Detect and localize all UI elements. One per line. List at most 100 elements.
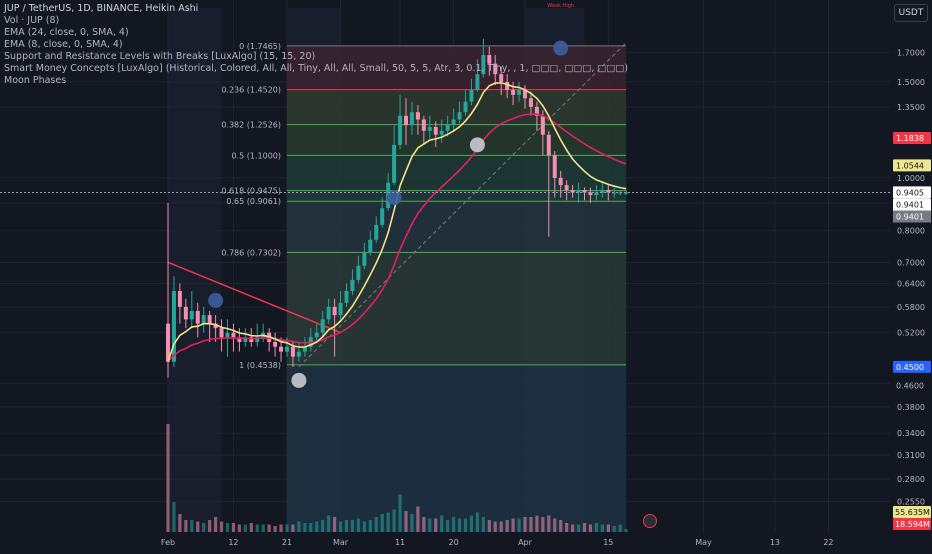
volume-bar — [267, 524, 271, 532]
fib-label: 0.382 (1.2526) — [221, 121, 281, 130]
volume-label: 18.594M — [895, 520, 930, 529]
candle-body — [332, 306, 337, 316]
candle-body — [439, 130, 444, 135]
legend-volume[interactable]: Vol · JUP (8) — [4, 15, 60, 26]
volume-bar — [624, 529, 628, 532]
volume-bar — [600, 524, 604, 532]
candle-body — [368, 239, 373, 253]
volume-bar — [231, 523, 236, 532]
indicator-legend: JUP / TetherUS, 1D, BINANCE, Heikin Ashi… — [4, 3, 628, 87]
volume-bar — [547, 515, 551, 532]
volume-bar — [475, 512, 479, 532]
volume-bar — [541, 517, 545, 532]
full-moon-icon — [469, 137, 485, 153]
candle-body — [564, 185, 569, 191]
candle-body — [528, 98, 533, 107]
candle-body — [433, 126, 438, 135]
x-tick-label: Feb — [161, 538, 175, 547]
price-label: 1.1838 — [896, 134, 924, 143]
legend-sr-levels[interactable]: Support and Resistance Levels with Break… — [4, 51, 316, 62]
price-label: 0.9405 — [896, 188, 924, 197]
volume-bar — [559, 520, 563, 532]
volume-bar — [368, 520, 372, 532]
candle-body — [273, 341, 278, 347]
volume-bar — [511, 518, 515, 532]
fib-zone — [287, 89, 627, 125]
x-tick-label: Apr — [518, 538, 533, 547]
volume-bar — [356, 518, 360, 532]
candle-body — [499, 74, 504, 82]
candle-body — [183, 306, 188, 320]
volume-bar — [588, 524, 593, 532]
volume-bar — [446, 520, 450, 532]
volume-bar — [606, 524, 610, 532]
candle-body — [195, 310, 200, 324]
volume-bar — [255, 524, 259, 532]
candle-body — [588, 192, 593, 196]
volume-bar — [380, 514, 384, 532]
price-axis-bg — [892, 0, 932, 550]
volume-bar — [469, 515, 474, 532]
y-tick-label: 0.8000 — [897, 227, 925, 236]
new-moon-icon — [553, 40, 569, 56]
candle-body — [213, 323, 218, 329]
legend-ema8[interactable]: EMA (8, close, 0, SMA, 4) — [4, 39, 123, 50]
legend-smart-money[interactable]: Smart Money Concepts [LuxAlgo] (Historic… — [4, 63, 629, 74]
candle-body — [177, 291, 182, 307]
y-tick-label: 1.3500 — [897, 103, 925, 112]
x-tick-label: 22 — [823, 538, 833, 547]
candle-body — [207, 315, 212, 324]
volume-bar — [338, 521, 343, 532]
candle-body — [594, 192, 599, 196]
candle-body — [546, 134, 551, 156]
legend-ema24[interactable]: EMA (24, close, 0, SMA, 4) — [4, 27, 129, 38]
y-tick-label: 1.0000 — [897, 174, 925, 183]
x-tick-label: 11 — [395, 538, 405, 547]
volume-bar — [303, 523, 307, 532]
price-label: 0.4600 — [896, 382, 924, 391]
x-tick-label: Mar — [333, 538, 349, 547]
candle-body — [624, 192, 629, 194]
candle-body — [427, 126, 432, 131]
candle-body — [285, 346, 289, 352]
volume-bar — [428, 518, 432, 532]
volume-bar — [487, 520, 491, 532]
fib-label: 0 (1.7465) — [239, 42, 281, 51]
price-label: 1.0544 — [896, 161, 924, 170]
y-tick-label: 0.7000 — [897, 258, 925, 267]
candle-body — [523, 89, 527, 99]
candle-body — [463, 101, 468, 113]
candle-body — [279, 346, 284, 352]
volume-bar — [362, 521, 366, 532]
volume-bar — [225, 523, 230, 532]
candle-body — [320, 319, 325, 333]
volume-bar — [190, 520, 194, 532]
volume-bar — [517, 518, 521, 532]
candle-body — [505, 81, 510, 90]
candle-body — [338, 302, 343, 316]
legend-moon-phases[interactable]: Moon Phases — [4, 75, 67, 86]
volume-bar — [237, 524, 241, 532]
candle-body — [493, 63, 498, 75]
y-tick-label: 0.5800 — [897, 303, 925, 312]
x-tick-label: 15 — [603, 538, 613, 547]
fib-label: 0.618 (0.9475) — [221, 187, 281, 196]
volume-label-bg — [893, 518, 931, 530]
candle-body — [166, 323, 170, 362]
volume-bar — [166, 424, 170, 532]
x-tick-label: 20 — [449, 538, 459, 547]
fib-zone — [287, 190, 627, 202]
symbol-title[interactable]: JUP / TetherUS, 1D, BINANCE, Heikin Ashi — [4, 3, 199, 14]
currency-badge[interactable]: USDT — [894, 4, 928, 22]
volume-bar — [291, 524, 295, 532]
volume-bar — [565, 523, 569, 532]
fib-zone — [287, 45, 627, 90]
candle-body — [612, 192, 617, 194]
price-label-bg — [893, 379, 931, 392]
candle-body — [511, 89, 516, 95]
new-moon-icon — [386, 190, 402, 206]
y-tick-label: 0.3800 — [897, 403, 925, 412]
candle-body — [362, 252, 367, 266]
